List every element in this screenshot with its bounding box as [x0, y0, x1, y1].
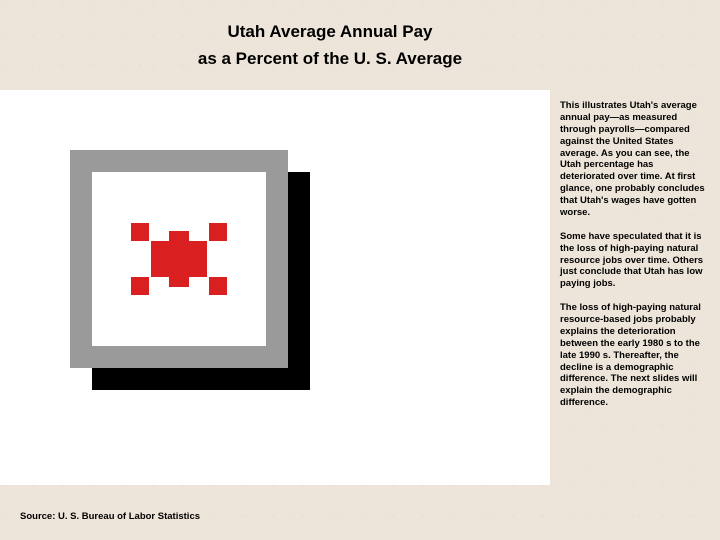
broken-image-frame [70, 150, 288, 368]
explanatory-text: This illustrates Utah's average annual p… [560, 100, 710, 421]
chart-area [0, 90, 550, 485]
paragraph-1: This illustrates Utah's average annual p… [560, 100, 710, 219]
title-block: Utah Average Annual Pay as a Percent of … [0, 0, 720, 72]
title-line-1: Utah Average Annual Pay [60, 18, 600, 45]
broken-image-shadow-right [288, 172, 310, 390]
paragraph-3: The loss of high-paying natural resource… [560, 302, 710, 409]
paragraph-2: Some have speculated that it is the loss… [560, 231, 710, 290]
broken-image-icon [131, 223, 227, 295]
source-citation: Source: U. S. Bureau of Labor Statistics [20, 511, 200, 522]
broken-image-inner [92, 172, 266, 346]
broken-image-shadow-bottom [92, 368, 310, 390]
title-line-2: as a Percent of the U. S. Average [60, 45, 600, 72]
broken-image-placeholder [70, 150, 310, 390]
